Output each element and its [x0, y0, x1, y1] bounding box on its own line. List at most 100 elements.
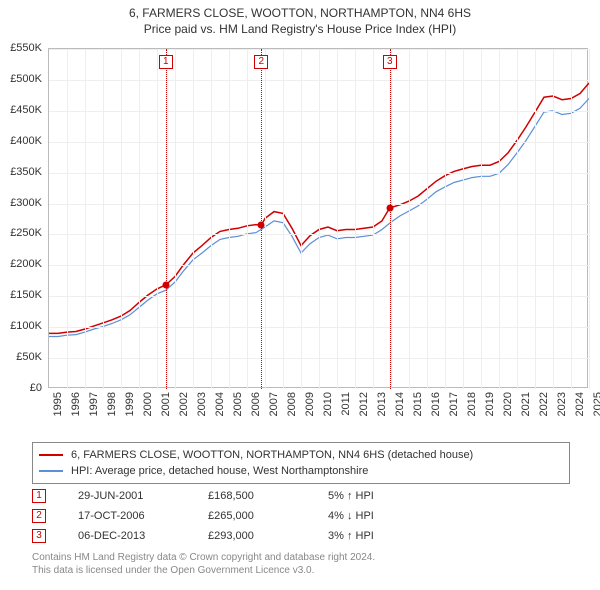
gridline-vertical — [283, 49, 284, 389]
x-axis-tick-label: 1998 — [106, 392, 118, 416]
sale-marker-badge: 1 — [159, 55, 173, 69]
gridline-vertical — [247, 49, 248, 389]
chart-title-address: 6, FARMERS CLOSE, WOOTTON, NORTHAMPTON, … — [0, 6, 600, 20]
y-axis-tick-label: £350K — [0, 166, 42, 178]
x-axis-tick-label: 2002 — [178, 392, 190, 416]
footer-line: Contains HM Land Registry data © Crown c… — [32, 552, 570, 565]
sale-row-hpi: 5% ↑ HPI — [328, 490, 438, 502]
sale-marker-badge: 3 — [383, 55, 397, 69]
sale-row-price: £265,000 — [208, 510, 328, 522]
y-axis-tick-label: £500K — [0, 73, 42, 85]
x-axis-tick-label: 2023 — [556, 392, 568, 416]
sale-marker-point — [386, 204, 393, 211]
gridline-vertical — [355, 49, 356, 389]
y-axis-tick-label: £150K — [0, 289, 42, 301]
y-axis-tick-label: £400K — [0, 135, 42, 147]
gridline-vertical — [319, 49, 320, 389]
gridline-vertical — [481, 49, 482, 389]
footer-line: This data is licensed under the Open Gov… — [32, 565, 570, 578]
sales-table: 1 29-JUN-2001£168,5005% ↑ HPI 217-OCT-2006… — [32, 486, 570, 546]
gridline-vertical — [265, 49, 266, 389]
chart-area: 123 £0£50K£100K£150K£200K£250K£300K£350K… — [48, 48, 588, 408]
gridline-vertical — [103, 49, 104, 389]
gridline-vertical — [391, 49, 392, 389]
gridline-vertical — [85, 49, 86, 389]
gridline-vertical — [517, 49, 518, 389]
x-axis-tick-label: 2018 — [466, 392, 478, 416]
footer-attribution: Contains HM Land Registry data © Crown c… — [32, 552, 570, 577]
x-axis-tick-label: 2009 — [304, 392, 316, 416]
sale-row: 3 06-DEC-2013£293,0003% ↑ HPI — [32, 526, 570, 546]
x-axis-tick-label: 2019 — [484, 392, 496, 416]
gridline-vertical — [301, 49, 302, 389]
x-axis-tick-label: 2017 — [448, 392, 460, 416]
sale-row-price: £168,500 — [208, 490, 328, 502]
x-axis-tick-label: 2000 — [142, 392, 154, 416]
gridline-vertical — [445, 49, 446, 389]
x-axis-tick-label: 2014 — [394, 392, 406, 416]
gridline-vertical — [535, 49, 536, 389]
gridline-vertical — [121, 49, 122, 389]
x-axis-tick-label: 2005 — [232, 392, 244, 416]
y-axis-tick-label: £200K — [0, 258, 42, 270]
x-axis-tick-label: 2010 — [322, 392, 334, 416]
x-axis-tick-label: 2021 — [520, 392, 532, 416]
x-axis-tick-label: 1996 — [70, 392, 82, 416]
sale-row: 217-OCT-2006£265,0004% ↓ HPI — [32, 506, 570, 526]
gridline-vertical — [373, 49, 374, 389]
sale-row-date: 06-DEC-2013 — [78, 530, 208, 542]
x-axis-tick-label: 2015 — [412, 392, 424, 416]
x-axis-tick-label: 2004 — [214, 392, 226, 416]
legend-swatch — [39, 470, 63, 472]
sale-marker-line — [390, 49, 391, 389]
legend-item: 6, FARMERS CLOSE, WOOTTON, NORTHAMPTON, … — [39, 447, 563, 463]
sale-row-hpi: 3% ↑ HPI — [328, 530, 438, 542]
sale-row-date: 29-JUN-2001 — [78, 490, 208, 502]
x-axis-tick-label: 2024 — [574, 392, 586, 416]
gridline-vertical — [427, 49, 428, 389]
x-axis-tick-label: 2001 — [160, 392, 172, 416]
sale-row-hpi: 4% ↓ HPI — [328, 510, 438, 522]
gridline-vertical — [211, 49, 212, 389]
sale-marker-point — [258, 222, 265, 229]
legend-label: 6, FARMERS CLOSE, WOOTTON, NORTHAMPTON, … — [71, 449, 473, 461]
gridline-vertical — [589, 49, 590, 389]
x-axis-tick-label: 2007 — [268, 392, 280, 416]
gridline-vertical — [463, 49, 464, 389]
y-axis-tick-label: £450K — [0, 104, 42, 116]
gridline-vertical — [139, 49, 140, 389]
sale-row-marker: 1 — [32, 489, 46, 503]
sale-marker-point — [162, 281, 169, 288]
gridline-vertical — [337, 49, 338, 389]
x-axis-tick-label: 2022 — [538, 392, 550, 416]
x-axis-tick-label: 1995 — [52, 392, 64, 416]
y-axis-tick-label: £50K — [0, 351, 42, 363]
sale-row-price: £293,000 — [208, 530, 328, 542]
chart-subtitle: Price paid vs. HM Land Registry's House … — [0, 22, 600, 36]
y-axis-tick-label: £550K — [0, 42, 42, 54]
x-axis-tick-label: 2025 — [592, 392, 600, 416]
gridline-vertical — [409, 49, 410, 389]
x-axis-tick-label: 1997 — [88, 392, 100, 416]
gridline-vertical — [193, 49, 194, 389]
sale-row: 1 29-JUN-2001£168,5005% ↑ HPI — [32, 486, 570, 506]
gridline-vertical — [67, 49, 68, 389]
sale-marker-line — [261, 49, 262, 389]
gridline-vertical — [229, 49, 230, 389]
x-axis-tick-label: 2013 — [376, 392, 388, 416]
legend-label: HPI: Average price, detached house, West… — [71, 465, 368, 477]
gridline-vertical — [571, 49, 572, 389]
x-axis-tick-label: 2008 — [286, 392, 298, 416]
x-axis-tick-label: 1999 — [124, 392, 136, 416]
legend-item: HPI: Average price, detached house, West… — [39, 463, 563, 479]
sale-marker-badge: 2 — [254, 55, 268, 69]
gridline-vertical — [553, 49, 554, 389]
y-axis-tick-label: £300K — [0, 197, 42, 209]
x-axis-tick-label: 2006 — [250, 392, 262, 416]
x-axis-tick-label: 2012 — [358, 392, 370, 416]
gridline-vertical — [175, 49, 176, 389]
sale-row-marker: 3 — [32, 529, 46, 543]
y-axis-tick-label: £250K — [0, 227, 42, 239]
plot-region: 1 2 3 — [48, 48, 588, 388]
sale-marker-line — [166, 49, 167, 389]
